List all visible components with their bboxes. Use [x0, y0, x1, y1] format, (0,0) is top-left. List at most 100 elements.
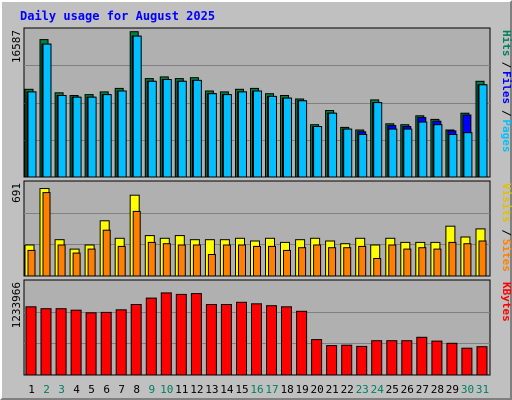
bar-sites-day-20 — [313, 244, 322, 277]
bar-sites-day-2 — [42, 192, 51, 277]
y-max-label-kbytes: 1233966 — [10, 282, 23, 328]
bar-pages-day-16 — [253, 90, 262, 178]
bar-kbytes-day-1 — [25, 306, 37, 376]
bar-pages-day-10 — [162, 79, 172, 178]
bar-pages-day-8 — [132, 35, 142, 178]
bar-sites-day-28 — [433, 248, 442, 277]
legend-visits-sites: Visits / Sites — [500, 183, 512, 272]
x-tick-day-21: 21 — [326, 383, 339, 396]
bar-kbytes-day-7 — [115, 309, 127, 376]
bar-sites-day-24 — [373, 258, 382, 277]
bar-pages-day-1 — [27, 91, 37, 178]
x-tick-day-15: 15 — [235, 383, 248, 396]
y-max-label-hits-files-pages: 16587 — [10, 30, 23, 63]
bar-sites-day-26 — [403, 248, 412, 277]
bar-sites-day-10 — [162, 243, 171, 277]
bar-pages-day-27 — [418, 121, 428, 178]
bar-sites-day-18 — [283, 249, 291, 277]
bar-sites-day-17 — [268, 245, 276, 277]
bar-kbytes-day-14 — [220, 304, 232, 376]
bar-pages-day-2 — [42, 43, 52, 178]
bar-kbytes-day-12 — [190, 293, 202, 376]
bar-sites-day-1 — [27, 249, 36, 277]
bar-kbytes-day-16 — [251, 303, 262, 376]
bar-kbytes-day-13 — [205, 304, 217, 376]
bar-pages-day-29 — [448, 134, 458, 178]
x-tick-day-28: 28 — [431, 383, 444, 396]
x-tick-day-18: 18 — [280, 383, 293, 396]
bar-kbytes-day-4 — [70, 309, 82, 376]
x-tick-day-16: 16 — [250, 383, 263, 396]
bar-kbytes-day-6 — [100, 311, 112, 376]
x-tick-day-27: 27 — [416, 383, 429, 396]
x-tick-day-26: 26 — [401, 383, 414, 396]
bar-sites-day-8 — [132, 210, 141, 277]
x-tick-day-13: 13 — [205, 383, 218, 396]
bar-pages-day-12 — [192, 79, 202, 178]
legend-item-sites: Sites — [500, 239, 512, 272]
bar-kbytes-day-28 — [431, 340, 443, 376]
bar-kbytes-day-15 — [236, 301, 247, 376]
legend-item-pages: Pages — [500, 119, 512, 152]
bar-pages-day-7 — [117, 90, 127, 178]
bar-kbytes-day-11 — [175, 293, 187, 376]
x-tick-day-11: 11 — [175, 383, 188, 396]
x-tick-day-22: 22 — [341, 383, 354, 396]
bar-pages-day-21 — [328, 112, 338, 178]
bar-pages-day-30 — [463, 132, 473, 178]
bar-sites-day-19 — [298, 247, 307, 277]
bar-pages-day-28 — [433, 124, 443, 178]
bar-kbytes-day-25 — [386, 340, 398, 376]
bar-kbytes-day-27 — [416, 336, 428, 376]
x-tick-day-17: 17 — [265, 383, 278, 396]
x-tick-day-1: 1 — [28, 383, 35, 396]
legend-separator: / — [500, 110, 512, 117]
bar-sites-day-7 — [117, 245, 126, 277]
bar-kbytes-day-5 — [85, 312, 97, 376]
bar-sites-day-3 — [57, 244, 66, 277]
x-tick-day-5: 5 — [88, 383, 95, 396]
bar-pages-day-3 — [57, 95, 67, 178]
bar-pages-day-18 — [283, 97, 292, 178]
bar-pages-day-13 — [207, 93, 217, 178]
bar-sites-day-11 — [177, 244, 186, 277]
bar-pages-day-19 — [298, 100, 308, 178]
bar-pages-day-6 — [102, 94, 112, 178]
bar-kbytes-day-20 — [311, 339, 323, 376]
bar-kbytes-day-31 — [476, 346, 488, 376]
bar-pages-day-26 — [403, 128, 413, 178]
bar-pages-day-31 — [478, 84, 488, 178]
x-tick-day-23: 23 — [356, 383, 369, 396]
legend-item-hits: Hits — [500, 30, 512, 57]
bar-pages-day-14 — [222, 94, 232, 178]
bar-kbytes-day-9 — [145, 297, 157, 376]
bar-sites-day-21 — [328, 247, 337, 277]
bar-kbytes-day-19 — [296, 310, 308, 376]
x-tick-day-20: 20 — [310, 383, 323, 396]
legend-item-files: Files — [500, 71, 512, 104]
bar-kbytes-day-3 — [55, 308, 67, 376]
bar-sites-day-15 — [238, 244, 246, 277]
x-tick-day-25: 25 — [386, 383, 399, 396]
chart-title: Daily usage for August 2025 — [20, 9, 215, 23]
bar-sites-day-6 — [102, 229, 111, 277]
bar-sites-day-25 — [388, 244, 397, 277]
bar-pages-day-11 — [177, 80, 187, 178]
bar-kbytes-day-21 — [326, 345, 338, 376]
x-tick-day-10: 10 — [160, 383, 173, 396]
bar-sites-day-14 — [222, 244, 231, 277]
x-tick-day-2: 2 — [43, 383, 50, 396]
bar-sites-day-16 — [253, 245, 261, 277]
bar-kbytes-day-18 — [281, 306, 292, 376]
legend-kbytes: KBytes — [500, 282, 512, 322]
bar-kbytes-day-22 — [341, 344, 353, 376]
bar-kbytes-day-30 — [461, 347, 473, 376]
bar-kbytes-day-26 — [401, 340, 413, 376]
bar-kbytes-day-8 — [130, 304, 142, 376]
bar-pages-day-15 — [238, 91, 247, 178]
bar-pages-day-25 — [388, 128, 398, 178]
legend-separator: / — [500, 62, 512, 69]
bar-pages-day-17 — [268, 95, 277, 178]
legend-separator: / — [500, 229, 512, 236]
